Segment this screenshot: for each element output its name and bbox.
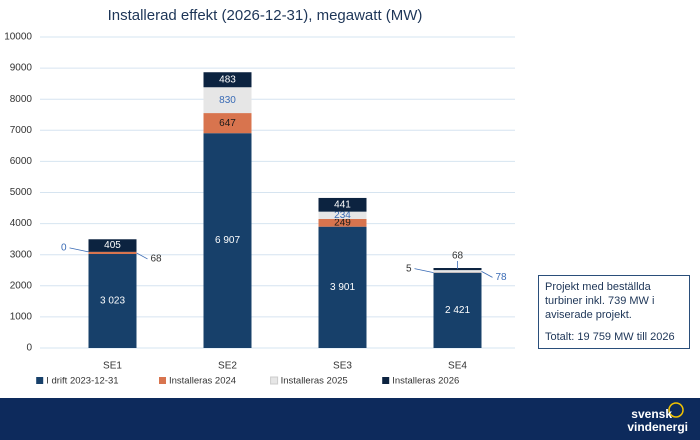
data-label: 234 <box>334 210 351 221</box>
data-label: 441 <box>334 199 351 210</box>
y-tick-label: 3000 <box>10 249 33 260</box>
y-tick-label: 10000 <box>4 32 32 43</box>
y-tick-label: 1000 <box>10 312 33 323</box>
bar-segment <box>203 113 252 134</box>
footer-band <box>0 398 700 440</box>
y-tick-label: 0 <box>26 343 32 354</box>
data-label: 0 <box>61 243 67 254</box>
legend-swatch <box>382 377 390 384</box>
data-label: 647 <box>219 118 236 129</box>
annotation: Projekt med beställda turbiner inkl. 739… <box>545 281 655 321</box>
bar-segment <box>318 226 367 348</box>
bar-segment <box>433 270 482 273</box>
data-label: 249 <box>334 217 351 228</box>
annotation-box: Projekt med beställda turbiner inkl. 739… <box>538 275 690 349</box>
data-label: 483 <box>219 74 236 85</box>
y-tick-label: 2000 <box>10 280 33 291</box>
bar-segment <box>203 133 252 348</box>
annotation: Totalt: 19 759 MW till 2026 <box>545 331 675 343</box>
legend-label: Installeras 2025 <box>281 376 348 387</box>
data-label: 68 <box>452 251 464 262</box>
x-tick-label: SE1 <box>103 361 122 372</box>
y-tick-label: 6000 <box>10 156 33 167</box>
data-label: 405 <box>104 240 121 251</box>
bar-segment <box>318 218 367 227</box>
y-tick-label: 8000 <box>10 94 33 105</box>
bar-segment <box>203 87 252 114</box>
leader-line <box>69 247 89 253</box>
bar-segment <box>88 251 137 254</box>
data-label: 2 421 <box>445 305 470 316</box>
chart-title: Installerad effekt (2026-12-31), megawat… <box>108 7 423 24</box>
x-tick-label: SE2 <box>218 361 237 372</box>
leader-line <box>136 252 148 260</box>
y-tick-label: 5000 <box>10 187 33 198</box>
legend-label: I drift 2023-12-31 <box>46 376 118 387</box>
y-tick-label: 7000 <box>10 125 33 136</box>
logo-text: vindenergi <box>627 420 688 434</box>
logo-icon <box>668 402 684 418</box>
legend-label: Installeras 2026 <box>392 376 459 387</box>
bar-segment <box>433 272 482 348</box>
y-tick-label: 9000 <box>10 63 33 74</box>
bar-segment <box>88 239 137 252</box>
legend-label: Installeras 2024 <box>169 376 236 387</box>
bar-segment <box>88 253 137 348</box>
data-label: 78 <box>496 272 508 283</box>
leader-line <box>481 270 493 278</box>
data-label: 6 907 <box>215 235 240 246</box>
data-label: 68 <box>151 254 163 265</box>
leader-line <box>414 268 434 274</box>
y-tick-label: 4000 <box>10 218 33 229</box>
x-tick-label: SE4 <box>448 361 467 372</box>
data-label: 3 023 <box>100 296 125 307</box>
bar-segment <box>318 211 367 219</box>
logo-text: svensk <box>631 407 672 421</box>
data-label: 3 901 <box>330 282 355 293</box>
data-label: 830 <box>219 95 236 106</box>
x-tick-label: SE3 <box>333 361 352 372</box>
legend-swatch <box>270 376 279 385</box>
data-label: 5 <box>406 263 412 274</box>
bar-segment <box>318 197 367 212</box>
bar-segment <box>203 72 252 88</box>
legend-swatch <box>159 377 166 384</box>
legend-swatch <box>36 377 44 384</box>
